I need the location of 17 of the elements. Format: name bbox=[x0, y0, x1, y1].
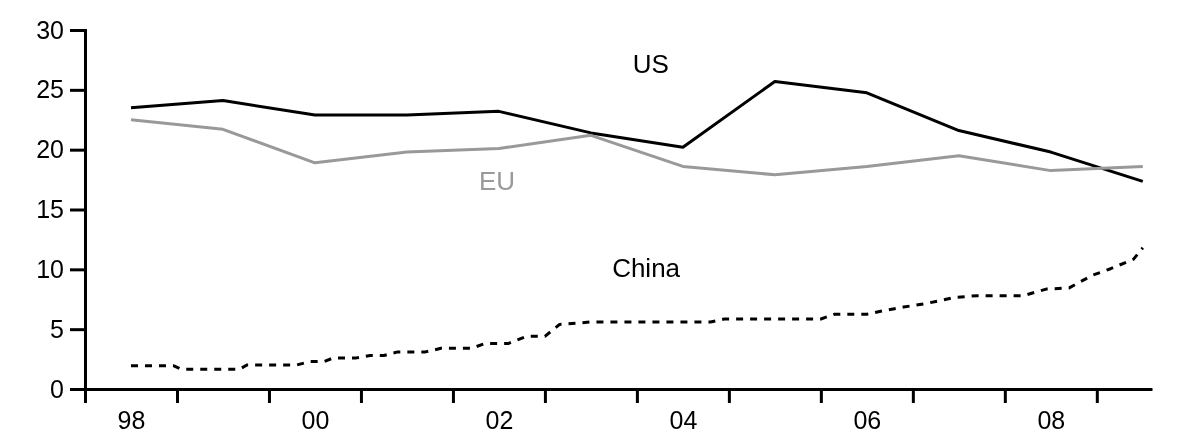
y-tick-label: 5 bbox=[50, 314, 64, 343]
series-label: China bbox=[612, 252, 681, 283]
series-label: EU bbox=[479, 166, 516, 197]
x-tick-label: 02 bbox=[485, 405, 514, 434]
x-tick-label: 06 bbox=[853, 405, 882, 434]
y-tick-label: 25 bbox=[36, 75, 64, 104]
text: US bbox=[632, 48, 669, 79]
x-tick-label: 98 bbox=[117, 405, 146, 434]
line-series bbox=[129, 246, 1145, 371]
x-tick-label: 04 bbox=[669, 405, 698, 434]
y-tick-label: 20 bbox=[36, 135, 64, 164]
y-tick-label: 10 bbox=[36, 254, 64, 283]
x-tick-label: 08 bbox=[1037, 405, 1066, 434]
y-tick-label: 0 bbox=[50, 374, 64, 403]
y-tick-label: 15 bbox=[36, 195, 64, 223]
y-tick-label: 30 bbox=[36, 15, 64, 44]
x-tick-label: 00 bbox=[301, 405, 330, 434]
